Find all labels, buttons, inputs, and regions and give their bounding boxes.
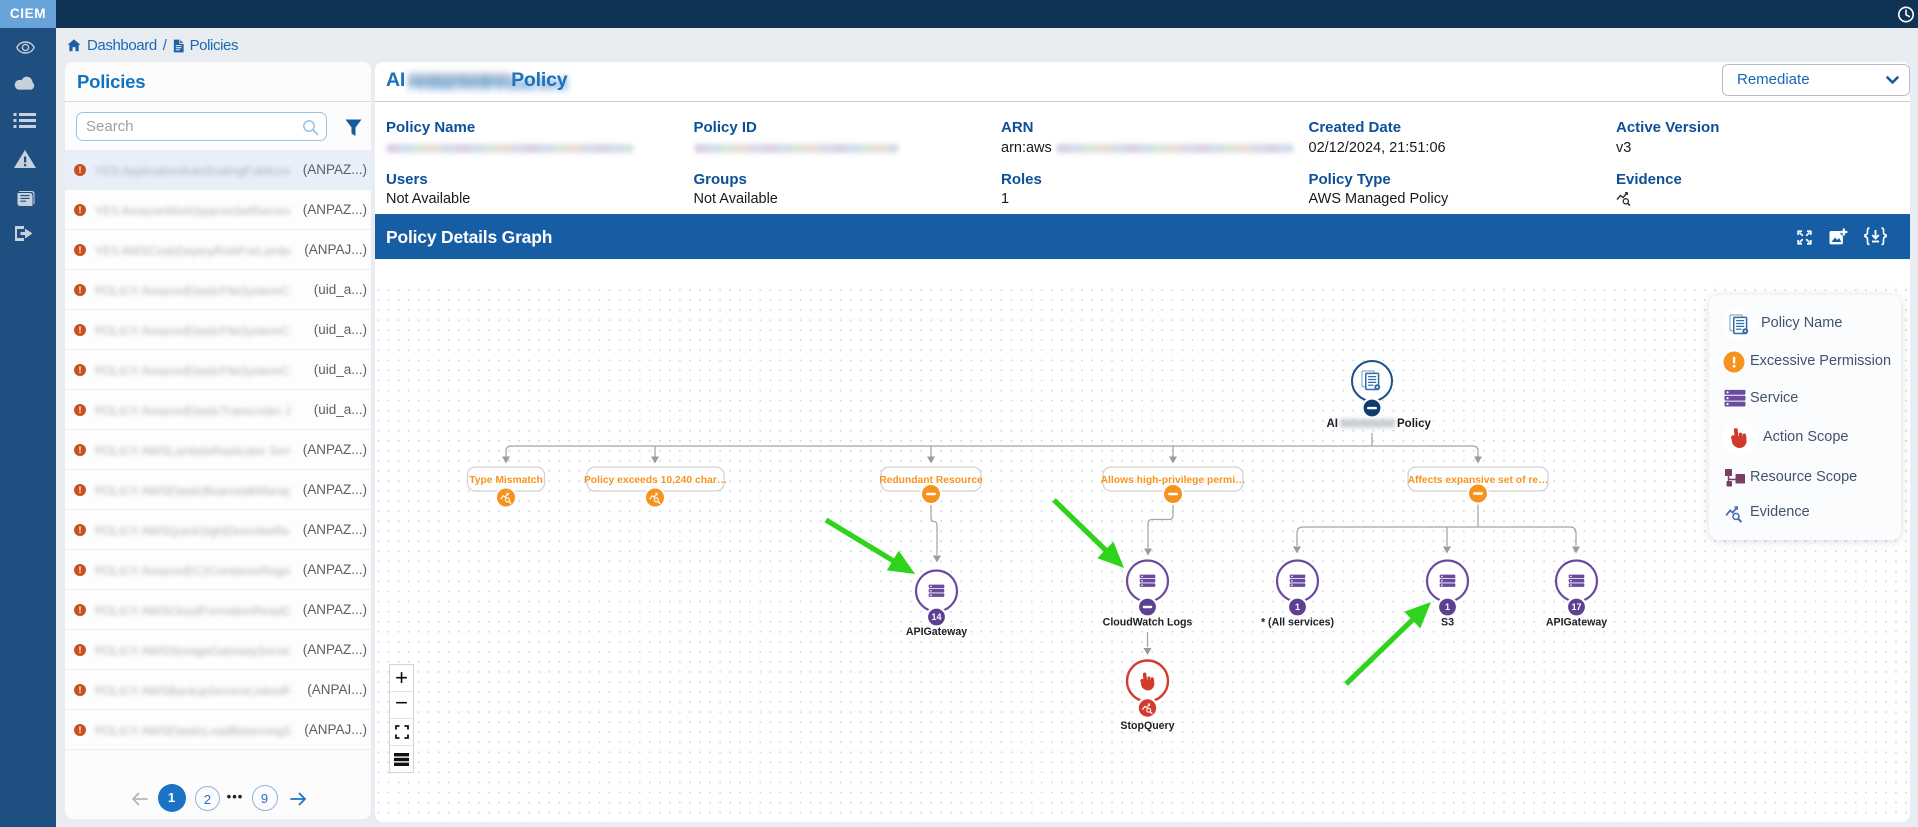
svg-text:Type Mismatch: Type Mismatch [469,475,543,486]
svg-text:CloudWatch Logs: CloudWatch Logs [1103,617,1193,629]
svg-text:Affects expansive set of re…: Affects expansive set of re… [1408,475,1549,486]
svg-text:Allows high-privilege permi…: Allows high-privilege permi… [1101,475,1246,486]
svg-text:APIGateway: APIGateway [906,626,967,638]
svg-text:Policy: Policy [1397,418,1431,430]
svg-text:14: 14 [931,612,941,622]
svg-text:APIGateway: APIGateway [1546,617,1607,629]
svg-text:StopQuery: StopQuery [1120,720,1174,732]
svg-text:Policy exceeds 10,240 char…: Policy exceeds 10,240 char… [584,475,727,486]
svg-text:1: 1 [1295,602,1300,612]
svg-text:AI: AI [1327,418,1339,430]
svg-text:* (All services): * (All services) [1261,617,1334,629]
svg-text:S3: S3 [1441,617,1454,629]
svg-text:Redundant Resource: Redundant Resource [879,475,983,486]
svg-text:17: 17 [1571,602,1581,612]
svg-text:1: 1 [1445,602,1450,612]
